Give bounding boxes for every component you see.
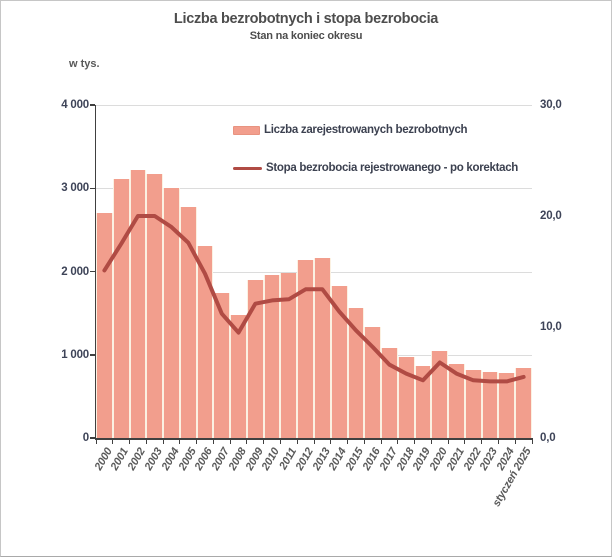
y-axis-label-right: 20,0 [540, 210, 562, 222]
x-axis-tick [279, 439, 281, 444]
bar-2018 [397, 357, 415, 438]
y-axis-label-left: 2 000 [61, 265, 89, 278]
y-axis-label-left: 1 000 [61, 348, 89, 361]
x-axis-tick [414, 439, 416, 444]
chart-subtitle: Stan na koniec okresu [249, 30, 363, 42]
bar-2005 [179, 207, 197, 438]
legend-item-line: Stopa bezrobocia rejestrowanego - po kor… [233, 162, 518, 174]
bar-2016 [364, 326, 382, 438]
bar-2017 [381, 347, 398, 438]
legend-line-label: Stopa bezrobocia rejestrowanego - po kor… [266, 162, 519, 174]
y-axis-tick [90, 104, 95, 106]
x-axis-tick [212, 439, 214, 444]
bar-2014 [330, 286, 348, 438]
x-axis-tick [296, 439, 298, 444]
x-axis-tick [145, 439, 147, 444]
bar-2010 [263, 275, 281, 438]
legend-bar-swatch [233, 125, 260, 135]
x-axis-tick [330, 439, 332, 444]
x-axis-tick [430, 439, 432, 444]
x-axis-tick [162, 439, 164, 444]
gridline [96, 105, 532, 106]
x-axis-tick [514, 439, 516, 444]
bar-2022 [464, 370, 482, 438]
legend-item-bars: Liczba zarejestrowanych bezrobotnych [233, 124, 518, 136]
y-axis-tick [90, 437, 95, 439]
x-axis-tick [129, 439, 131, 444]
bar-2002 [129, 170, 147, 438]
bar-2023 [481, 372, 499, 438]
x-axis-tick [447, 439, 449, 444]
x-axis-tick [112, 439, 114, 444]
y-axis-line [94, 105, 96, 439]
bar-styczeń 2025 [515, 368, 532, 438]
y-axis-label-right: 0,0 [540, 432, 556, 444]
bar-2020 [431, 350, 449, 438]
x-axis-tick [397, 439, 399, 444]
y-axis-tick [90, 270, 95, 273]
bar-2019 [414, 365, 432, 438]
x-axis-tick [380, 439, 382, 444]
legend: Liczba zarejestrowanych bezrobotnych Sto… [233, 124, 518, 174]
x-axis-tick [363, 439, 365, 444]
bar-2011 [280, 272, 298, 438]
plot-area [96, 105, 532, 438]
bar-2024 [498, 372, 516, 438]
bar-2008 [230, 315, 247, 438]
x-axis-tick [95, 439, 97, 444]
bar-2013 [314, 258, 331, 438]
x-axis-tick [179, 439, 181, 444]
y-axis-label-left: 3 000 [61, 182, 89, 195]
y-axis-unit-label: w tys. [69, 58, 100, 70]
chart-title: Liczba bezrobotnych i stopa bezrobocia [173, 11, 439, 27]
x-axis-tick [196, 439, 198, 444]
y-axis-tick [90, 187, 95, 189]
bar-2003 [146, 173, 164, 438]
y-axis-label-left: 4 000 [61, 99, 89, 111]
x-axis-tick [347, 439, 349, 444]
bar-2007 [213, 292, 231, 438]
bar-2009 [246, 280, 264, 438]
x-axis-line [94, 438, 533, 440]
y-axis-label-left: 0 [82, 432, 89, 444]
x-axis-tick [313, 439, 315, 444]
gridline [96, 188, 532, 190]
y-axis-tick [90, 354, 95, 356]
legend-line-swatch [233, 166, 262, 170]
bar-2015 [347, 307, 365, 438]
x-axis-tick [497, 439, 499, 444]
x-axis-tick [531, 439, 533, 444]
bar-2001 [112, 178, 130, 438]
bar-2000 [96, 213, 113, 438]
bar-2006 [196, 245, 214, 438]
x-axis-tick [246, 439, 248, 444]
y-axis-label-right: 10,0 [540, 321, 562, 333]
bar-2004 [163, 188, 180, 438]
x-axis-tick [464, 439, 466, 444]
y-axis-label-right: 30,0 [540, 99, 562, 111]
bar-2012 [297, 260, 314, 438]
x-axis-tick [229, 439, 231, 444]
legend-bar-label: Liczba zarejestrowanych bezrobotnych [264, 124, 468, 136]
x-axis-tick [481, 439, 483, 444]
bar-2021 [448, 363, 465, 438]
x-axis-tick [263, 439, 265, 444]
